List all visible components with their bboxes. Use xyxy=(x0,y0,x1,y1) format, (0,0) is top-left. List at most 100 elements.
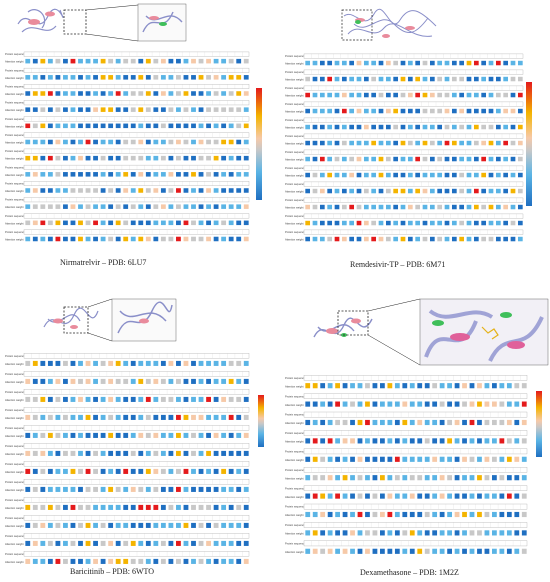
attention-cell xyxy=(25,58,31,64)
attention-cell xyxy=(462,493,467,499)
attention-cell xyxy=(93,558,98,564)
attention-cell xyxy=(402,548,408,554)
sequence-row xyxy=(23,67,250,73)
attention-cell xyxy=(63,378,68,384)
attention-cell xyxy=(372,493,378,499)
sequence-row xyxy=(303,522,528,528)
attention-cell xyxy=(327,220,333,226)
sequence-row xyxy=(303,411,528,418)
row-label-sequence: Protein sequence xyxy=(5,198,26,202)
row-label-sequence: Protein sequence xyxy=(285,431,306,435)
attention-cell xyxy=(70,188,76,193)
attention-cell xyxy=(100,504,106,510)
sequence-row xyxy=(23,229,250,235)
attention-cell xyxy=(387,511,393,518)
attention-cell xyxy=(495,204,501,210)
attention-cell xyxy=(393,76,399,82)
attention-cell xyxy=(371,172,377,178)
attention-cell xyxy=(417,475,423,481)
attention-cell xyxy=(145,172,151,177)
attention-cell xyxy=(521,438,527,444)
attention-cell xyxy=(409,475,415,481)
attention-cell xyxy=(488,108,494,114)
attention-cell xyxy=(429,92,435,98)
attention-cell xyxy=(429,140,435,146)
attention-cell xyxy=(145,236,151,242)
attention-cell xyxy=(451,60,457,66)
attention-cell xyxy=(183,58,189,64)
attention-cell xyxy=(243,107,249,112)
attention-cell xyxy=(78,204,83,209)
attention-cell xyxy=(176,504,181,510)
attention-cell xyxy=(85,75,91,80)
attention-cell xyxy=(444,188,450,194)
attention-cell xyxy=(213,504,219,510)
attention-cell xyxy=(32,58,38,64)
attention-cell xyxy=(342,383,348,389)
sequence-row xyxy=(23,515,250,521)
attention-cell xyxy=(477,438,482,444)
attention-cell xyxy=(319,188,325,194)
attention-cell xyxy=(334,188,340,194)
attention-cell xyxy=(320,383,326,389)
attention-cell xyxy=(138,468,144,474)
attention-cell xyxy=(160,58,166,64)
attention-cell xyxy=(503,236,509,242)
attention-cell xyxy=(93,468,98,474)
attention-cell xyxy=(393,156,399,162)
row-label-weight: Attention weight xyxy=(5,362,24,366)
attention-cell xyxy=(221,540,227,546)
attention-cell xyxy=(363,140,369,146)
attention-cell xyxy=(47,188,53,193)
attention-cell xyxy=(153,450,159,456)
attention-cell xyxy=(63,414,68,420)
attention-cell xyxy=(503,140,509,146)
attention-cell xyxy=(417,548,423,554)
attention-cell xyxy=(153,220,159,226)
attention-cell xyxy=(70,378,76,384)
attention-cell xyxy=(63,468,68,474)
sequence-row xyxy=(303,503,528,510)
row-label-sequence: Protein sequence xyxy=(285,376,306,380)
attention-cell xyxy=(47,155,53,161)
attention-cell xyxy=(320,456,326,462)
attention-cell xyxy=(176,378,181,384)
attention-cell xyxy=(183,378,189,384)
attention-cell xyxy=(130,220,136,226)
attention-cell xyxy=(503,204,509,210)
attention-cell xyxy=(439,383,445,389)
attention-cell xyxy=(437,76,443,82)
attention-cell xyxy=(153,188,159,193)
attention-cell xyxy=(93,220,98,226)
attention-cell xyxy=(40,558,46,564)
attention-cell xyxy=(168,360,174,366)
attention-cell xyxy=(70,558,76,564)
row-label-sequence: Protein sequence xyxy=(5,498,26,502)
attention-cell xyxy=(32,220,38,226)
attention-cell xyxy=(402,401,408,407)
attention-cell xyxy=(312,493,318,499)
attention-cell xyxy=(477,511,482,518)
attention-cell xyxy=(407,124,413,130)
attention-cell xyxy=(371,204,377,210)
attention-cell xyxy=(422,188,428,194)
attention-cell xyxy=(243,414,249,420)
attention-cell xyxy=(108,204,114,209)
attention-cell xyxy=(206,172,211,177)
attention-cell xyxy=(503,92,509,98)
attention-cell xyxy=(191,360,196,366)
sequence-row xyxy=(23,197,250,203)
attention-cell xyxy=(349,220,355,226)
attention-cell xyxy=(55,360,61,366)
attention-cell xyxy=(160,360,166,366)
attention-cell xyxy=(228,432,234,438)
attention-cell xyxy=(108,414,114,420)
attention-cell xyxy=(243,558,249,564)
attention-cell xyxy=(93,360,98,366)
attention-cell xyxy=(191,75,196,80)
attention-cell xyxy=(439,530,445,536)
attention-cell xyxy=(236,540,242,546)
attention-cell xyxy=(108,468,114,474)
attention-cell xyxy=(422,172,428,178)
attention-cell xyxy=(213,204,219,209)
